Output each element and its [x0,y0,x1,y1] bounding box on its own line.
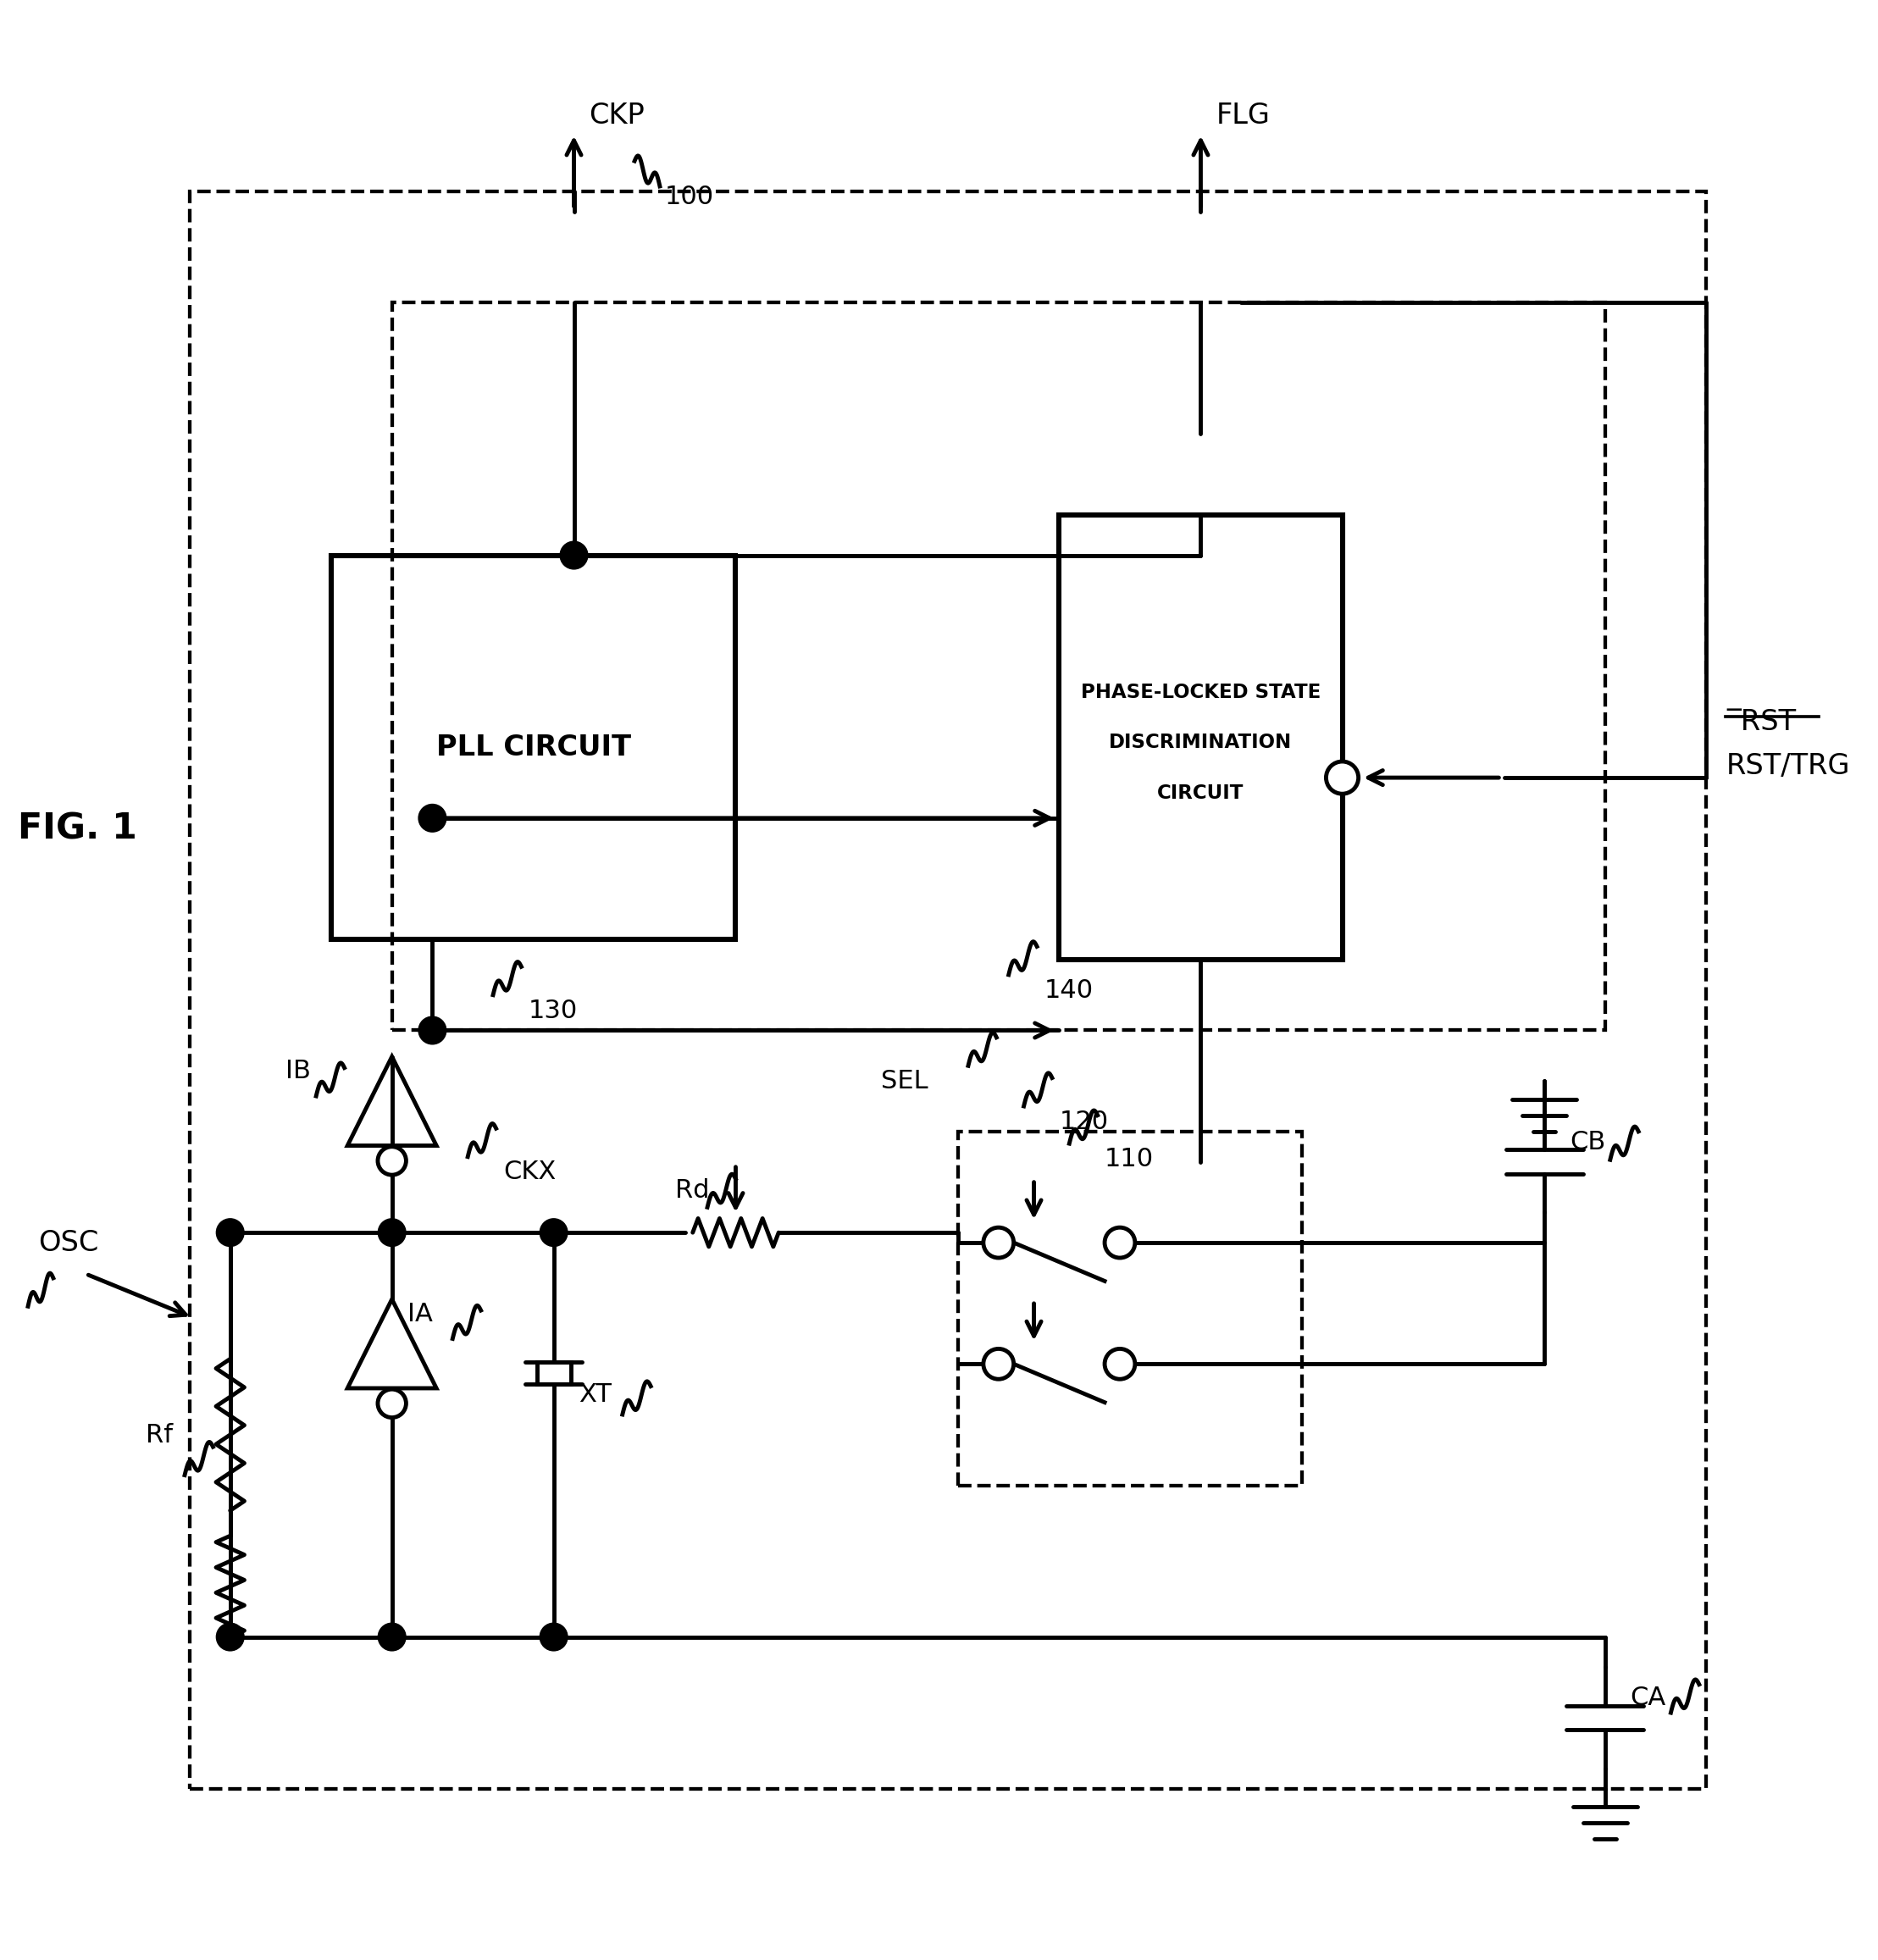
Bar [393,304,1604,1031]
Text: 130: 130 [528,998,578,1023]
Text: RST/TRG: RST/TRG [1726,753,1850,780]
Circle shape [1104,1348,1134,1380]
Text: OSC: OSC [38,1229,100,1256]
Circle shape [982,1227,1014,1258]
Text: CA: CA [1630,1686,1666,1709]
Text: FIG. 1: FIG. 1 [19,811,137,847]
Text: XT: XT [578,1382,612,1407]
Text: CB: CB [1570,1129,1606,1154]
Circle shape [379,1219,406,1247]
Circle shape [419,806,445,831]
Text: DISCRIMINATION: DISCRIMINATION [1108,733,1292,753]
Circle shape [419,1017,445,1043]
Text: IA: IA [408,1301,432,1325]
Circle shape [379,1623,406,1650]
Bar [190,192,1705,1789]
Text: IB: IB [285,1058,312,1084]
Bar [537,1362,571,1384]
Text: CIRCUIT: CIRCUIT [1157,784,1243,804]
Text: Rd: Rd [674,1178,710,1203]
Circle shape [1104,1227,1134,1258]
Circle shape [377,1390,406,1417]
Bar [958,1131,1301,1486]
Circle shape [562,543,588,568]
Circle shape [377,1147,406,1176]
Text: ‾RST: ‾RST [1726,708,1795,737]
Text: 120: 120 [1059,1109,1108,1133]
Circle shape [218,1219,244,1247]
Text: 140: 140 [1044,978,1093,1002]
Circle shape [541,1219,567,1247]
Text: 110: 110 [1104,1147,1153,1172]
Text: PHASE-LOCKED STATE: PHASE-LOCKED STATE [1080,682,1320,702]
Bar [331,555,736,939]
Text: CKP: CKP [590,102,644,129]
Text: PLL CIRCUIT: PLL CIRCUIT [436,733,631,762]
Text: FLG: FLG [1215,102,1270,129]
Circle shape [1326,762,1358,794]
Text: CKX: CKX [503,1160,556,1184]
Circle shape [541,1623,567,1650]
Text: SEL: SEL [881,1068,928,1094]
Circle shape [982,1348,1014,1380]
Circle shape [218,1623,244,1650]
Text: 100: 100 [665,184,714,210]
Text: Rf: Rf [146,1423,173,1446]
Bar [1059,515,1343,960]
